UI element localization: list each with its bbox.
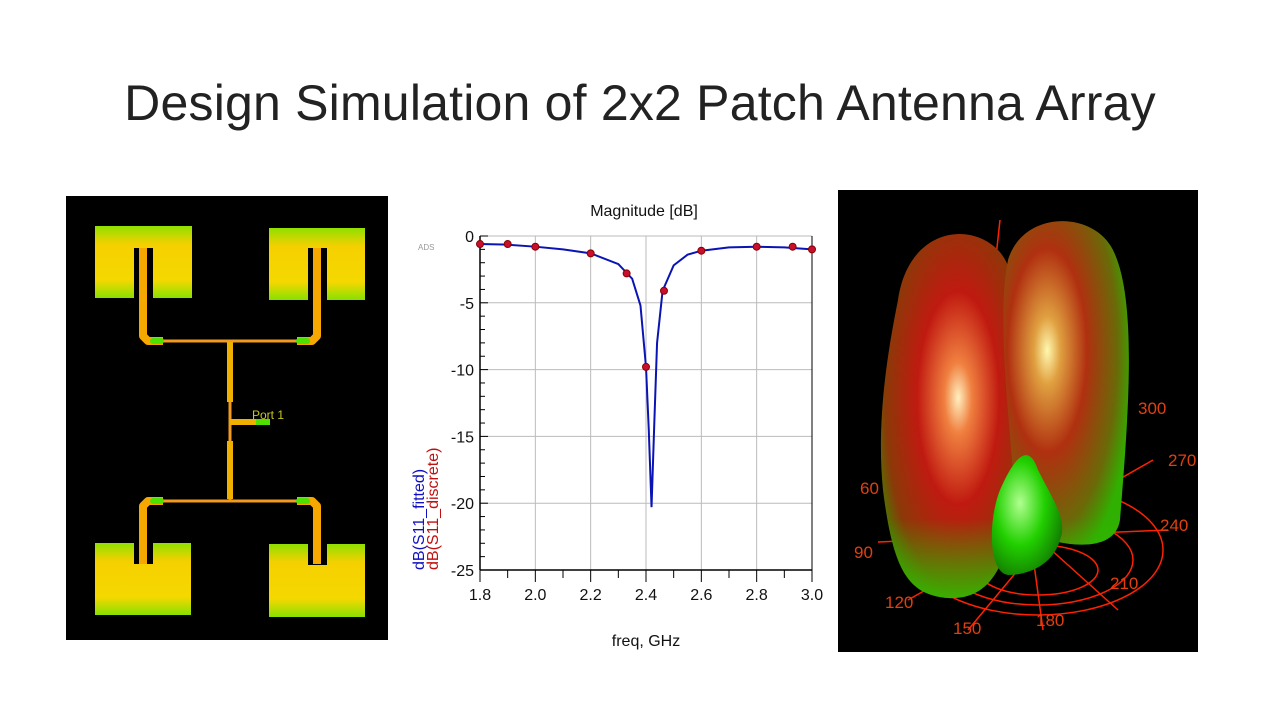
data-point-discrete xyxy=(788,242,797,251)
x-tick-label: 2.8 xyxy=(746,587,768,604)
x-tick-label: 2.0 xyxy=(524,587,546,604)
angle-label: 150 xyxy=(953,619,981,638)
data-point-discrete xyxy=(752,242,761,251)
port-label: Port 1 xyxy=(252,408,284,422)
radiation-pattern-image: 60 90 120 150 180 210 240 270 300 xyxy=(838,190,1198,652)
antenna-layout-drawing: Port 1 xyxy=(95,226,365,617)
y-axis-label-fitted: dB(S11_fitted) xyxy=(411,469,428,570)
x-tick-label: 2.6 xyxy=(690,587,712,604)
feed-sections xyxy=(227,342,270,499)
angle-label: 270 xyxy=(1168,451,1196,470)
y-tick-label: -5 xyxy=(460,296,474,313)
s11-chart: Magnitude [dB] ADS 1.8 2.0 2.2 2.4 2.6 2.8 3.0… xyxy=(411,203,823,650)
patch-bottom-left xyxy=(95,543,191,615)
x-tick-label: 1.8 xyxy=(469,587,491,604)
x-tick-labels: 1.8 2.0 2.2 2.4 2.6 2.8 3.0 xyxy=(469,587,823,604)
slide-title: Design Simulation of 2x2 Patch Antenna A… xyxy=(124,75,1156,131)
angle-label: 210 xyxy=(1110,574,1138,593)
y-tick-label: 0 xyxy=(465,229,474,246)
angle-label: 90 xyxy=(854,543,873,562)
data-point-discrete xyxy=(586,249,595,258)
data-point-discrete xyxy=(503,240,512,249)
y-tick-label: -25 xyxy=(451,563,474,580)
angle-label: 240 xyxy=(1160,516,1188,535)
y-tick-labels: 0 -5 -10 -15 -20 -25 xyxy=(451,229,474,580)
data-point-discrete xyxy=(531,242,540,251)
x-axis-label: freq, GHz xyxy=(612,633,680,650)
series-line-fitted xyxy=(479,243,813,508)
patch-bottom-right xyxy=(269,544,365,617)
chart-grid xyxy=(479,235,813,571)
patch-top-right xyxy=(269,228,365,300)
data-point-discrete xyxy=(642,362,650,371)
y-axis-label-discrete: dB(S11_discrete) xyxy=(425,448,442,570)
y-tick-label: -10 xyxy=(451,363,474,380)
angle-label: 60 xyxy=(860,479,879,498)
feed-edges xyxy=(150,338,310,504)
data-point-discrete xyxy=(659,286,668,295)
data-point-discrete xyxy=(622,269,631,278)
chart-series xyxy=(476,240,816,508)
y-tick-label: -15 xyxy=(451,429,474,446)
x-tick-label: 3.0 xyxy=(801,587,823,604)
lobe-center-bump xyxy=(991,455,1063,575)
data-point-discrete xyxy=(808,245,816,254)
y-tick-label: -20 xyxy=(451,496,474,513)
radiation-pattern-drawing: 60 90 120 150 180 210 240 270 300 xyxy=(854,219,1196,638)
chart-title: Magnitude [dB] xyxy=(590,203,698,220)
patch-top-left xyxy=(95,226,192,298)
ads-watermark: ADS xyxy=(418,243,434,252)
data-point-discrete xyxy=(476,240,484,249)
antenna-layout-image: Port 1 xyxy=(66,196,388,640)
patch-elements xyxy=(95,226,365,617)
x-tick-label: 2.2 xyxy=(580,587,602,604)
chart-ticks xyxy=(479,235,813,582)
data-point-discrete xyxy=(697,246,706,255)
angle-label: 180 xyxy=(1036,611,1064,630)
angle-label: 300 xyxy=(1138,399,1166,418)
angle-label: 120 xyxy=(885,593,913,612)
x-tick-label: 2.4 xyxy=(635,587,657,604)
